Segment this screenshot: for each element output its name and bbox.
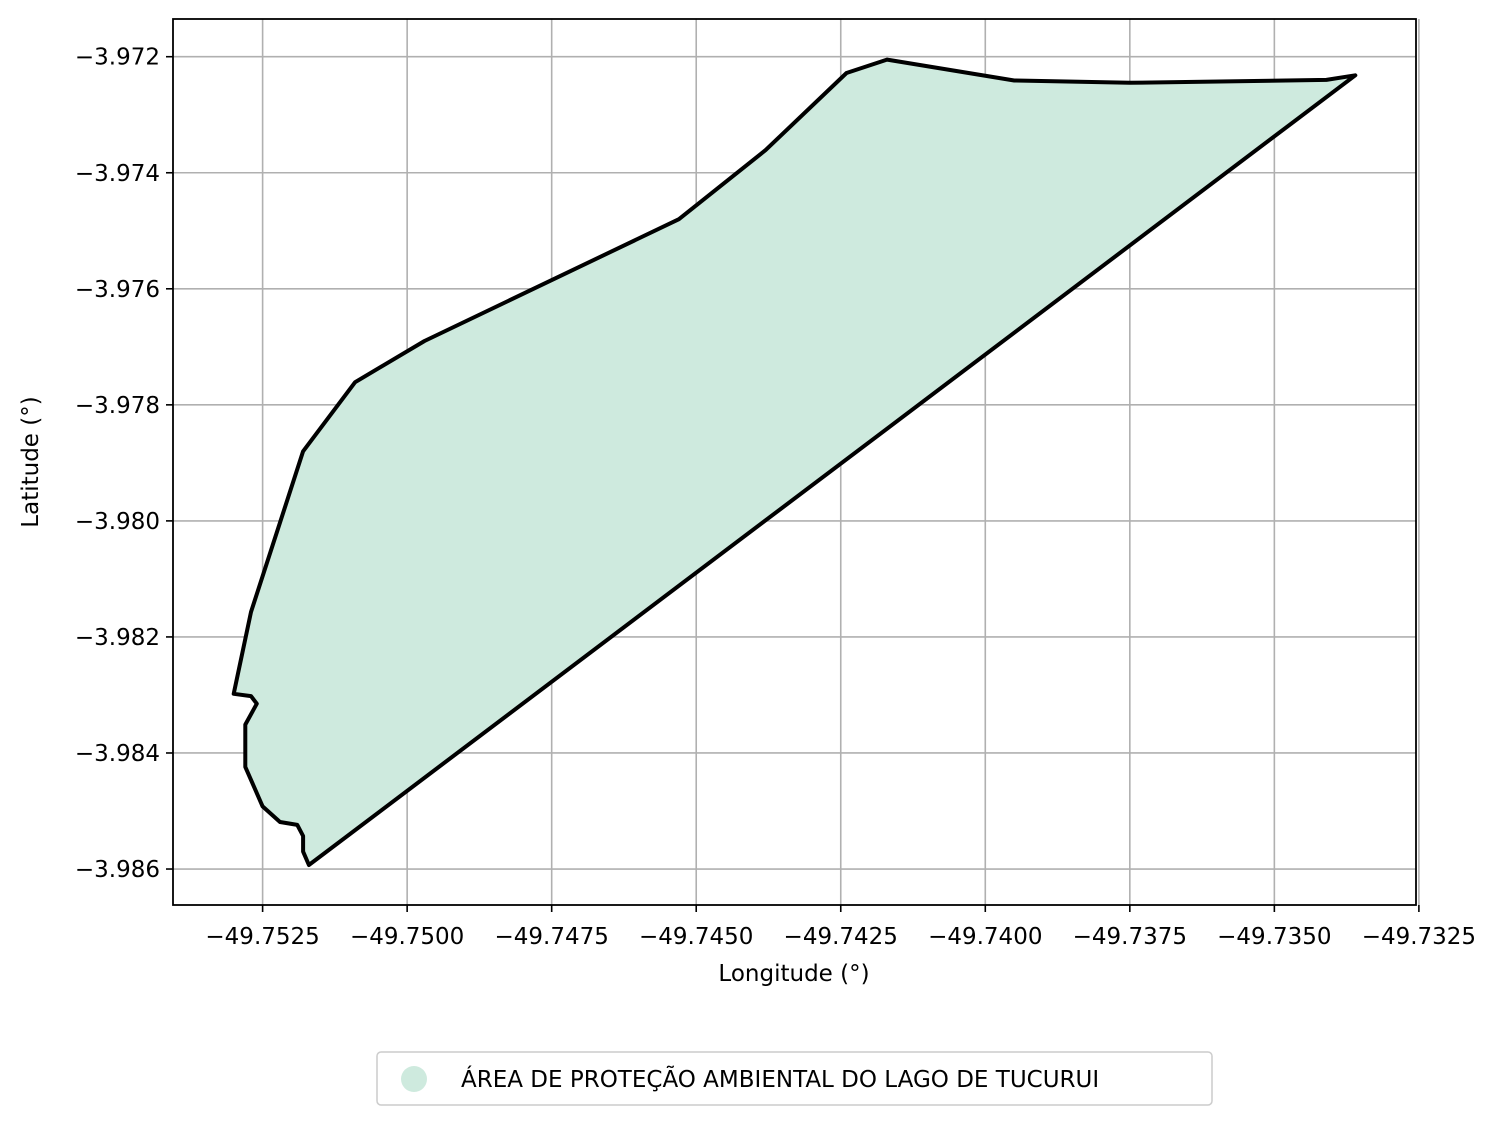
y-axis-label: Latitude (°) <box>18 396 44 527</box>
x-tick-label: −49.7450 <box>639 924 753 950</box>
x-tick-label: −49.7350 <box>1217 924 1331 950</box>
legend-label: ÁREA DE PROTEÇÃO AMBIENTAL DO LAGO DE TU… <box>461 1065 1099 1093</box>
y-tick-label: −3.974 <box>75 161 160 187</box>
x-tick-label: −49.7525 <box>205 924 319 950</box>
legend: ÁREA DE PROTEÇÃO AMBIENTAL DO LAGO DE TU… <box>376 1051 1213 1106</box>
y-tick-label: −3.976 <box>75 277 160 303</box>
y-tick-label: −3.986 <box>75 857 160 883</box>
plot-frame <box>172 18 1417 906</box>
x-axis-ticks: −49.7525 −49.7500 −49.7475 −49.7450 −49.7425… <box>205 905 1476 950</box>
y-tick-label: −3.978 <box>75 393 160 419</box>
x-axis-label: Longitude (°) <box>718 961 869 987</box>
y-axis-ticks: −3.972 −3.974 −3.976 −3.978 −3.980 −3.982 −3.9… <box>75 45 173 883</box>
y-tick-label: −3.972 <box>75 45 160 71</box>
y-tick-label: −3.982 <box>75 625 160 651</box>
legend-swatch-icon <box>401 1066 427 1092</box>
y-tick-label: −3.984 <box>75 741 160 767</box>
polygon-layer <box>231 57 1358 867</box>
x-tick-label: −49.7400 <box>928 924 1042 950</box>
protected-area-polygon <box>231 57 1358 867</box>
x-tick-label: −49.7375 <box>1073 924 1187 950</box>
x-tick-label: −49.7475 <box>494 924 608 950</box>
x-tick-label: −49.7325 <box>1362 924 1476 950</box>
y-tick-label: −3.980 <box>75 509 160 535</box>
legend-box <box>376 1051 1213 1106</box>
x-tick-label: −49.7425 <box>784 924 898 950</box>
x-tick-label: −49.7500 <box>350 924 464 950</box>
